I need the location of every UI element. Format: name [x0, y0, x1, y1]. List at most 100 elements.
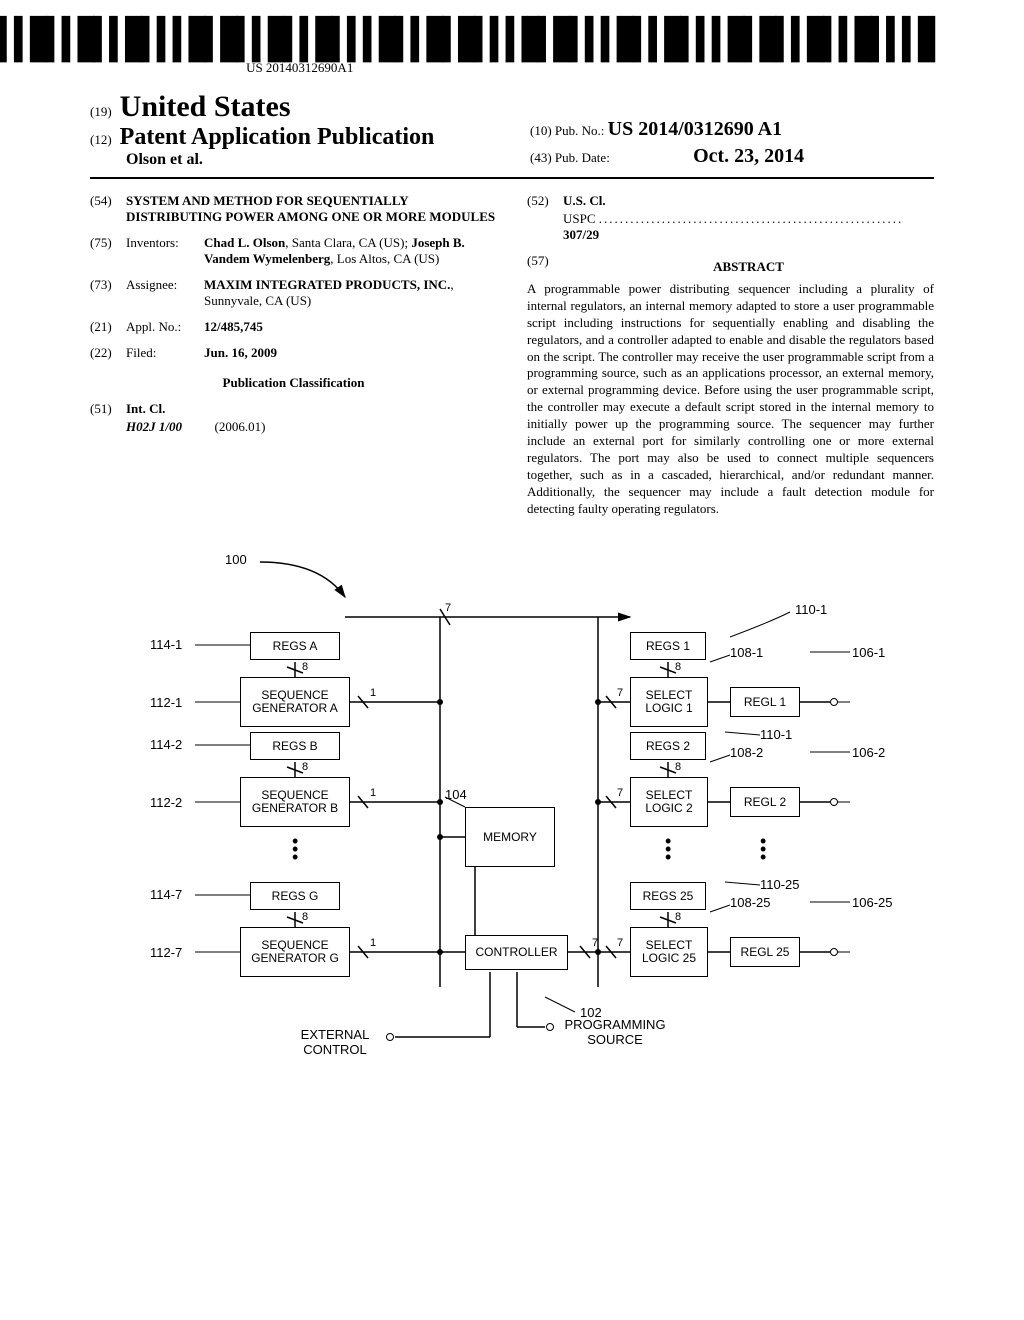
assignee-name: MAXIM INTEGRATED PRODUCTS, INC. [204, 277, 450, 292]
bus-width-8-r2: 8 [675, 761, 681, 773]
ref-108-1: 108-1 [730, 645, 763, 660]
ref-104: 104 [445, 787, 467, 802]
bus-width-8-r25: 8 [675, 911, 681, 923]
box-regl-2: REGL 2 [730, 787, 800, 817]
bus-width-7-r1: 7 [617, 687, 623, 699]
field-73-label: Assignee: [126, 277, 204, 309]
field-22-num: (22) [90, 345, 126, 361]
uspc-dots: ........................................… [599, 211, 904, 226]
publication-type: Patent Application Publication [120, 124, 435, 150]
bus-width-8-r1: 8 [675, 661, 681, 673]
field-21-label: Appl. No.: [126, 319, 204, 335]
code-10: (10) [530, 123, 552, 138]
field-57-num: (57) [527, 253, 563, 281]
bus-node [595, 699, 601, 705]
box-regl-1: REGL 1 [730, 687, 800, 717]
ref-110-1b: 110-1 [760, 727, 792, 742]
field-51-num: (51) [90, 401, 126, 417]
ref-114-1: 114-1 [150, 637, 182, 652]
barcode-region: ▌█▌▌█▌▌▌█▌█▌▌▌█▌▌▌██▌▌▌█▌▌█▌▌█▌▌▌█▌█▌▌█▌… [0, 30, 934, 76]
bus-node [437, 699, 443, 705]
appl-no: 12/485,745 [204, 319, 263, 334]
box-select-logic-1: SELECT LOGIC 1 [630, 677, 708, 727]
ref-114-2: 114-2 [150, 737, 182, 752]
biblio-columns: (54) SYSTEM AND METHOD FOR SEQUENTIALLY … [90, 193, 934, 517]
box-regs-2: REGS 2 [630, 732, 706, 760]
ext-ctrl-terminal [386, 1033, 394, 1041]
box-regs-25: REGS 25 [630, 882, 706, 910]
pubdate-label: Pub. Date: [555, 150, 610, 165]
bus-width-7-r25: 7 [617, 937, 623, 949]
box-seq-gen-a: SEQUENCE GENERATOR A [240, 677, 350, 727]
ref-102: 102 [580, 1005, 602, 1020]
assignee-value: MAXIM INTEGRATED PRODUCTS, INC., Sunnyva… [204, 277, 497, 309]
ref-110-25: 110-25 [760, 877, 800, 892]
box-controller: CONTROLLER [465, 935, 568, 970]
uspc-label: USPC [563, 211, 596, 226]
programming-source-label: PROGRAMMING SOURCE [560, 1017, 670, 1047]
ref-114-7: 114-7 [150, 887, 182, 902]
abstract-body: A programmable power distributing sequen… [527, 281, 934, 517]
code-12: (12) [90, 132, 112, 147]
box-regs-g: REGS G [250, 882, 340, 910]
filed-date: Jun. 16, 2009 [204, 345, 277, 360]
bus-node [437, 799, 443, 805]
right-header: (10) Pub. No.: US 2014/0312690 A1 (43) P… [530, 118, 804, 168]
ref-106-1: 106-1 [852, 645, 885, 660]
bus-width-8-g: 8 [302, 911, 308, 923]
bus-width-1-a: 1 [370, 687, 376, 699]
bus-node [437, 949, 443, 955]
box-regs-b: REGS B [250, 732, 340, 760]
field-21-num: (21) [90, 319, 126, 335]
patent-figure: ••• ••• ••• REGS A SEQUENCE GENERATOR A … [90, 547, 920, 1107]
bus-width-8-b: 8 [302, 761, 308, 773]
invention-title: SYSTEM AND METHOD FOR SEQUENTIALLY DISTR… [126, 193, 497, 225]
field-54-num: (54) [90, 193, 126, 225]
uspc-value: 307/29 [563, 227, 599, 242]
country-title: United States [120, 90, 291, 123]
vdots-right-2: ••• [760, 837, 766, 861]
publication-date: Oct. 23, 2014 [693, 145, 804, 167]
inventor-1-loc: , Santa Clara, CA (US); [285, 235, 411, 250]
ref-112-7: 112-7 [150, 945, 182, 960]
box-seq-gen-b: SEQUENCE GENERATOR B [240, 777, 350, 827]
left-column: (54) SYSTEM AND METHOD FOR SEQUENTIALLY … [90, 193, 497, 517]
bus-width-7-r2: 7 [617, 787, 623, 799]
ref-112-2: 112-2 [150, 795, 182, 810]
box-regs-1: REGS 1 [630, 632, 706, 660]
pubno-label: Pub. No.: [555, 123, 604, 138]
box-regs-a: REGS A [250, 632, 340, 660]
field-73-num: (73) [90, 277, 126, 309]
output-terminal [830, 698, 838, 706]
field-22-label: Filed: [126, 345, 204, 361]
field-51-label: Int. Cl. [126, 401, 165, 416]
field-52-label: U.S. Cl. [563, 193, 606, 208]
right-column: (52) U.S. Cl. USPC .....................… [527, 193, 934, 517]
box-regl-25: REGL 25 [730, 937, 800, 967]
barcode-graphic: ▌█▌▌█▌▌▌█▌█▌▌▌█▌▌▌██▌▌▌█▌▌█▌▌█▌▌▌█▌█▌▌█▌… [0, 26, 934, 54]
box-select-logic-25: SELECT LOGIC 25 [630, 927, 708, 977]
vdots-right-1: ••• [665, 837, 671, 861]
divider [90, 177, 934, 179]
box-memory: MEMORY [465, 807, 555, 867]
code-19: (19) [90, 104, 112, 119]
output-terminal [830, 948, 838, 956]
header-block: (19) United States (12) Patent Applicati… [90, 90, 934, 169]
uspc-line: USPC ...................................… [563, 211, 934, 243]
prog-src-terminal [546, 1023, 554, 1031]
abstract-title: ABSTRACT [563, 259, 934, 275]
ref-112-1: 112-1 [150, 695, 182, 710]
inventor-1-name: Chad L. Olson [204, 235, 285, 250]
code-43: (43) [530, 150, 552, 165]
publication-number: US 2014/0312690 A1 [608, 118, 782, 140]
pub-classification-title: Publication Classification [90, 375, 497, 391]
bus-width-7-ctrl: 7 [592, 937, 598, 949]
external-control-label: EXTERNAL CONTROL [290, 1027, 380, 1057]
field-75-label: Inventors: [126, 235, 204, 267]
inventors-value: Chad L. Olson, Santa Clara, CA (US); Jos… [204, 235, 497, 267]
bus-node [595, 949, 601, 955]
ref-106-2: 106-2 [852, 745, 885, 760]
ref-106-25: 106-25 [852, 895, 892, 910]
field-75-num: (75) [90, 235, 126, 267]
ref-110-1: 110-1 [795, 602, 827, 617]
